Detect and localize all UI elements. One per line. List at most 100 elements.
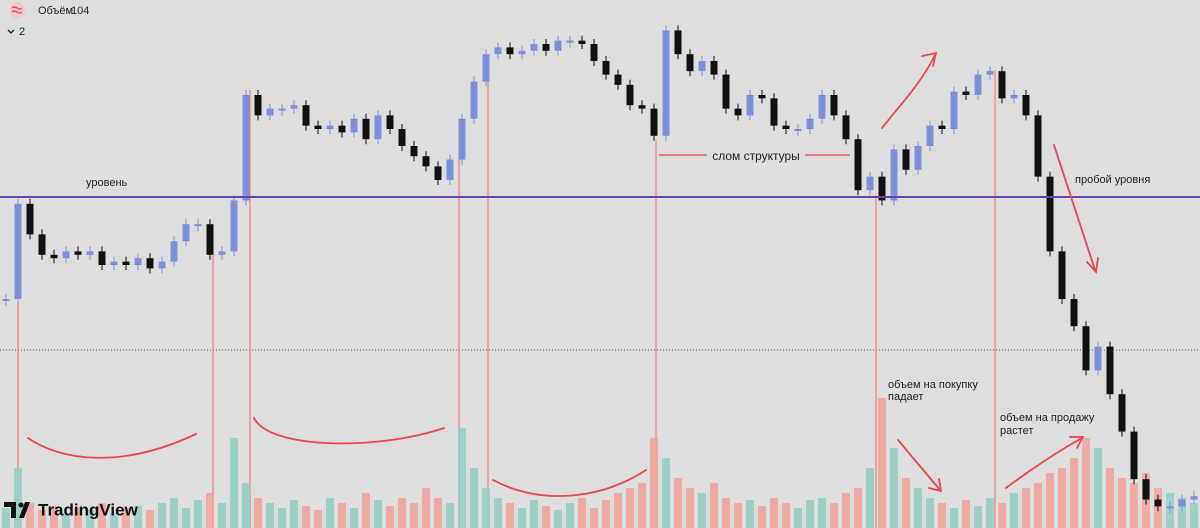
volume-bar [74,508,82,528]
candle-body [86,251,94,255]
candle-body [902,149,910,170]
candle-body [926,125,934,146]
volume-bar [794,508,802,528]
volume-bar [1130,483,1138,528]
volume-bar [182,508,190,528]
candle-body [1082,326,1090,371]
volume-bar [890,448,898,528]
volume-bar [566,503,574,528]
volume-bar [1082,438,1090,528]
volume-bar [170,498,178,528]
volume-bar [2,508,10,528]
volume-bar [338,503,346,528]
volume-layer [2,398,1198,528]
volume-bar [38,510,46,528]
candle-body [1034,115,1042,177]
indicator-icon [9,2,25,18]
candle-body [38,234,46,255]
volume-bar [470,468,478,528]
volume-bar [866,468,874,528]
candle-body [326,125,334,129]
candle-body [1010,95,1018,99]
buy-volume-label: объем на покупку [888,379,978,391]
candle-body [710,61,718,75]
candle-body [722,74,730,109]
volume-bar [230,438,238,528]
volume-bar [218,503,226,528]
candle-body [1178,499,1186,507]
candle-body [482,54,490,82]
candle-body [110,261,118,265]
volume-bar [458,428,466,528]
volume-bar [278,508,286,528]
volume-bar [614,493,622,528]
candle-body [182,224,190,242]
volume-bar [650,438,658,528]
volume-bar [686,488,694,528]
volume-bar [386,506,394,528]
volume-bar [86,510,94,528]
volume-bar [242,483,250,528]
candle-body [494,47,502,55]
candle-body [782,125,790,129]
indicator-value: 104 [71,5,89,17]
indicator-name[interactable]: Объём [38,5,73,17]
volume-bar [950,508,958,528]
candle-body [290,105,298,109]
collapse-icon[interactable] [7,29,15,34]
volume-bar [1010,493,1018,528]
candle-body [1154,499,1162,507]
breakout-label: пробой уровня [1075,174,1150,186]
volume-bar [602,500,610,528]
volume-bar [350,508,358,528]
candle-body [350,118,358,133]
candle-body [890,149,898,201]
volume-bar [770,498,778,528]
volume-bar [254,498,262,528]
volume-bar [1046,473,1054,528]
candle-body [746,95,754,116]
volume-bar [134,506,142,528]
candle-body [446,159,454,180]
volume-bar [506,503,514,528]
volume-bar [758,506,766,528]
annotation-drawings [27,51,1099,497]
volume-bar [482,488,490,528]
volume-bar [434,498,442,528]
candle-body [938,125,946,129]
volume-bar [1070,458,1078,528]
logo: TradingView [4,500,139,519]
volume-bar [1106,468,1114,528]
structure-break-label: слом структуры [712,149,800,163]
candle-body [806,118,814,129]
candle-body [986,71,994,75]
candle-body [302,105,310,126]
volume-bar [1190,503,1198,528]
candle-body [614,74,622,85]
candle-body [974,74,982,95]
volume-bar [662,458,670,528]
candle-body [338,125,346,133]
volume-bar [530,500,538,528]
candle-body [434,166,442,180]
volume-bar [710,483,718,528]
volume-bar [782,503,790,528]
candle-body [314,125,322,129]
candle-body [74,251,82,255]
candle-body [518,50,526,55]
candle-body [506,47,514,55]
candle-body [854,139,862,191]
candle-body [374,115,382,140]
candle-body [62,251,70,259]
candle-body [194,224,202,227]
candle-body [398,129,406,146]
candle-body [470,81,478,119]
candle-body [962,91,970,95]
candle-body [206,224,214,255]
collapsed-count[interactable]: 2 [19,26,25,38]
volume-bar [422,488,430,528]
volume-bar [1058,468,1066,528]
volume-bar [674,478,682,528]
volume-bar [26,503,34,528]
